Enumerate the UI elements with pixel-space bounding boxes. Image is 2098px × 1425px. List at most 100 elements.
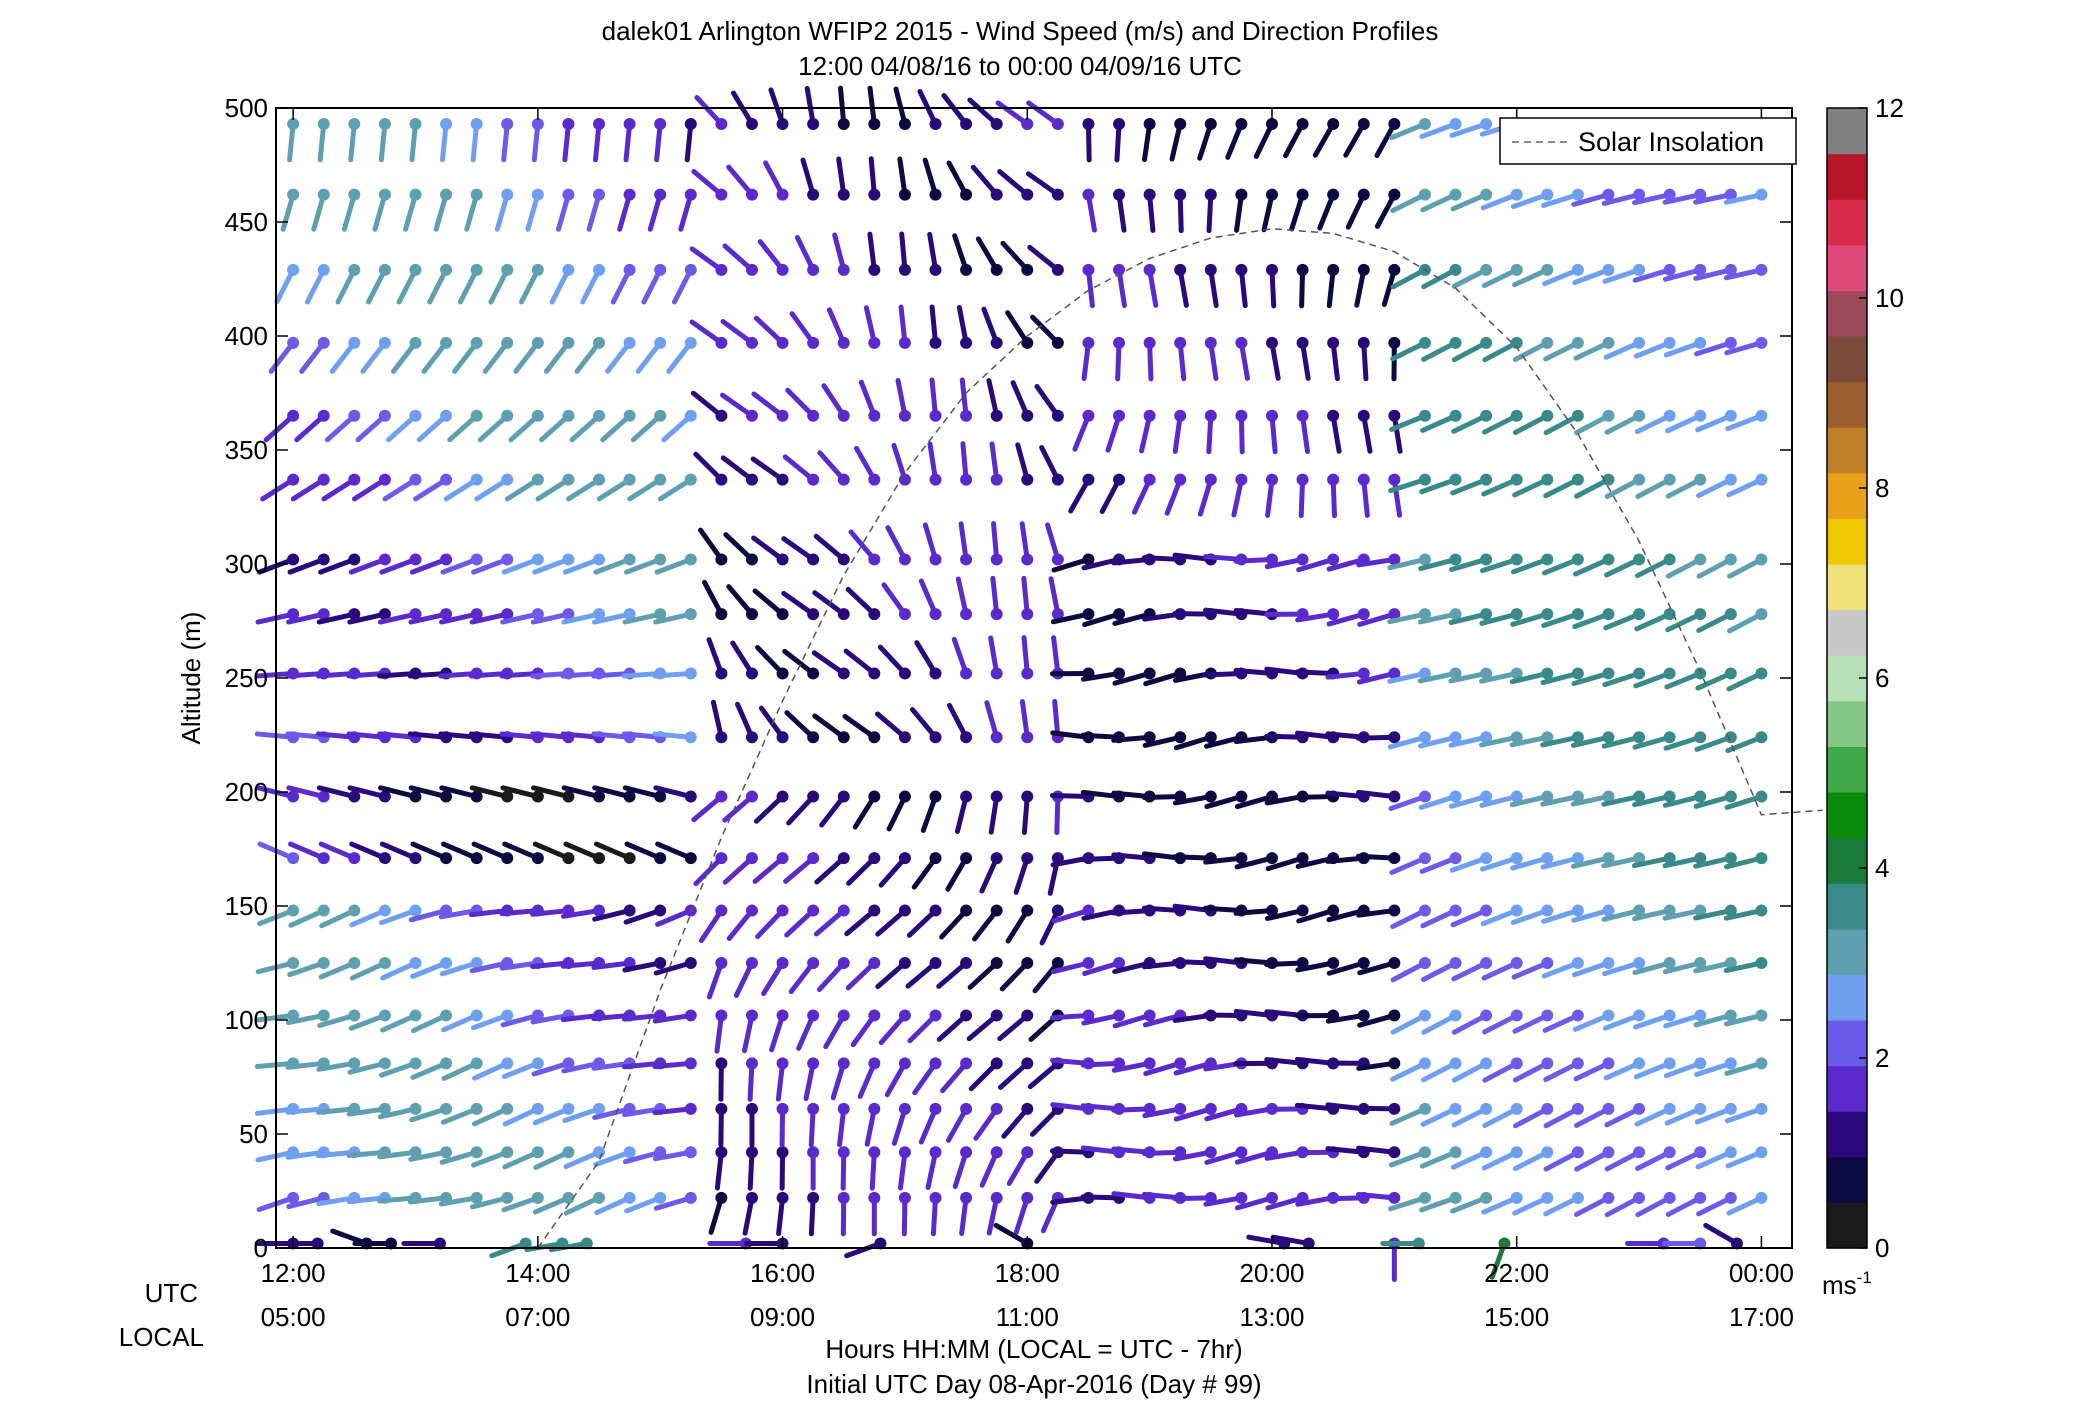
wind-barb-dot	[1327, 473, 1340, 486]
wind-barb-dot	[1449, 409, 1462, 422]
y-tick-label: 300	[225, 549, 268, 579]
wind-barb-dot	[1663, 1146, 1676, 1159]
wind-barb-dot	[1388, 1057, 1401, 1070]
wind-barb-dot	[837, 117, 850, 130]
wind-barb-dot	[898, 409, 911, 422]
wind-barb-dot	[1449, 731, 1462, 744]
wind-barb-dot	[470, 473, 483, 486]
wind-barb-dot	[898, 336, 911, 349]
wind-barb-dot	[1480, 852, 1493, 865]
wind-barb-dot	[654, 473, 667, 486]
wind-barb-stem	[952, 233, 969, 273]
wind-barb-dot	[1541, 409, 1554, 422]
wind-barb-stem	[407, 731, 449, 740]
wind-barb-stem	[706, 637, 724, 676]
wind-barb-stem	[360, 340, 388, 374]
wind-barb-dot	[1418, 1057, 1431, 1070]
wind-barb-dot	[1633, 473, 1646, 486]
wind-barb-stem	[1449, 121, 1489, 138]
wind-barb-dot	[1571, 336, 1584, 349]
wind-barb-stem	[1116, 267, 1127, 308]
wind-barb-dot	[409, 336, 422, 349]
wind-barb-stem	[722, 243, 755, 273]
wind-barb-stem	[782, 454, 816, 483]
wind-barb-dot	[317, 1009, 330, 1022]
wind-barb-dot	[1357, 336, 1370, 349]
wind-barb-dot	[898, 117, 911, 130]
x-tick-label-utc: 12:00	[261, 1258, 326, 1288]
wind-barb-dot	[1021, 117, 1034, 130]
wind-barb-stem	[1295, 611, 1336, 623]
wind-barb-stem	[755, 645, 786, 676]
wind-barb-stem	[1481, 1149, 1520, 1171]
wind-barb-dot	[593, 790, 606, 803]
wind-barb-dot	[562, 790, 575, 803]
wind-barb-dot	[1510, 553, 1523, 566]
colorbar-tick-label: 6	[1875, 663, 1889, 693]
wind-barb-dot	[1388, 957, 1401, 969]
wind-barb-stem	[1080, 855, 1122, 862]
colorbar-swatch	[1827, 518, 1867, 565]
wind-barb-dot	[776, 553, 789, 566]
wind-barb-stem	[317, 121, 327, 163]
wind-barb-dot	[715, 1009, 728, 1022]
legend-label: Solar Insolation	[1578, 127, 1764, 157]
wind-barb-dot	[745, 1191, 758, 1204]
wind-barb-dot	[531, 473, 544, 486]
wind-barb-dot	[1724, 608, 1737, 621]
wind-barb-dot	[1418, 117, 1431, 130]
wind-barb-stem	[1602, 1012, 1642, 1031]
wind-barb-stem	[469, 785, 510, 800]
wind-barb-dot	[1357, 263, 1370, 276]
wind-barb-dot	[807, 263, 820, 276]
wind-barb-dot	[317, 263, 330, 276]
wind-barb-stem	[1510, 611, 1550, 627]
colorbar-tick-label: 12	[1875, 93, 1904, 123]
wind-barb-dot	[1602, 1191, 1615, 1204]
wind-barb-dot	[1510, 188, 1523, 201]
wind-barb-dot	[807, 553, 820, 566]
wind-barb-dot	[1021, 790, 1034, 803]
wind-barb-dot	[745, 667, 758, 680]
wind-barb-dot	[1480, 263, 1493, 276]
wind-barb-dot	[1021, 336, 1034, 349]
wind-barb-stem	[349, 960, 388, 981]
colorbar-tick-label: 2	[1875, 1043, 1889, 1073]
wind-barb-dot	[776, 790, 789, 803]
wind-barb-stem	[1482, 413, 1520, 435]
wind-barb-dot	[1449, 117, 1462, 130]
wind-barb-stem	[539, 413, 571, 443]
wind-barb-stem	[897, 1149, 908, 1191]
wind-barb-dot	[1174, 336, 1187, 349]
wind-barb-dot	[807, 473, 820, 486]
wind-barb-stem	[1326, 960, 1367, 976]
wind-barb-stem	[349, 841, 388, 861]
wind-barb-dot	[1663, 667, 1676, 680]
wind-barb-dot	[1571, 790, 1584, 803]
wind-barb-dot	[440, 1102, 453, 1115]
wind-barb-dot	[776, 731, 789, 744]
wind-barb-dot	[1418, 1009, 1431, 1022]
wind-barb-dot	[807, 1146, 820, 1159]
wind-barb-dot	[715, 904, 728, 917]
wind-barb-stem	[1326, 556, 1367, 572]
wind-barb-dot	[1302, 1237, 1315, 1250]
wind-barb-stem	[1172, 1195, 1214, 1202]
wind-barb-stem	[1112, 611, 1153, 627]
wind-barb-dot	[837, 336, 850, 349]
wind-barb-stem	[441, 1012, 480, 1033]
wind-barb-dot	[1235, 117, 1248, 130]
wind-barb-stem	[970, 164, 1000, 198]
wind-barb-dot	[868, 1146, 881, 1159]
wind-barb-dot	[501, 790, 514, 803]
wind-barb-stem	[441, 1060, 480, 1081]
wind-barb-stem	[1603, 340, 1642, 360]
wind-barb-dot	[287, 409, 300, 422]
wind-barb-dot	[990, 117, 1003, 130]
wind-barb-dot	[1724, 852, 1737, 865]
wind-barb-dot	[1633, 336, 1646, 349]
wind-barb-stem	[1345, 192, 1367, 230]
wind-barb-dot	[580, 1237, 593, 1250]
wind-barb-dot	[1694, 852, 1707, 865]
wind-barb-stem	[624, 556, 663, 575]
